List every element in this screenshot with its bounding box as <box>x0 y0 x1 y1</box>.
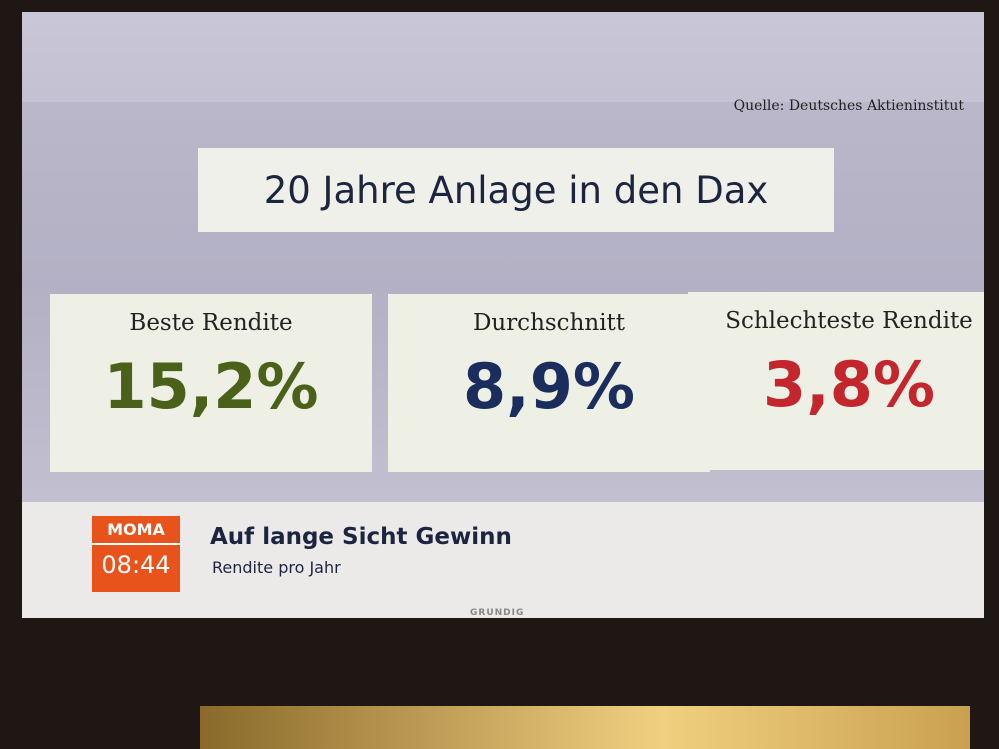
lower-third: MOMA 08:44 Auf lange Sicht Gewinn Rendit… <box>22 502 984 618</box>
time: 08:44 <box>101 551 171 579</box>
card: Schlechteste Rendite 3,8% <box>688 292 984 470</box>
card-label: Schlechteste Rendite <box>725 308 973 334</box>
card: Durchschnitt 8,9% <box>388 294 710 472</box>
title: 20 Jahre Anlage in den Dax <box>198 148 834 232</box>
tv-screen: Quelle: Deutsches Aktieninstitut 20 Jahr… <box>22 12 984 618</box>
lamp-glow <box>200 706 970 749</box>
tv-brand: GRUNDIG <box>470 608 525 618</box>
subline: Rendite pro Jahr <box>212 558 341 577</box>
card-value: 8,9% <box>463 350 635 423</box>
card-value: 3,8% <box>763 348 935 421</box>
card: Beste Rendite 15,2% <box>50 294 372 472</box>
logo: MOMA 08:44 <box>92 516 180 592</box>
logo-text: MOMA <box>92 520 180 545</box>
card-label: Beste Rendite <box>129 310 293 336</box>
source: Quelle: Deutsches Aktieninstitut <box>733 98 964 114</box>
headline: Auf lange Sicht Gewinn <box>210 524 512 550</box>
card-label: Durchschnitt <box>472 310 626 336</box>
card-value: 15,2% <box>103 350 319 423</box>
